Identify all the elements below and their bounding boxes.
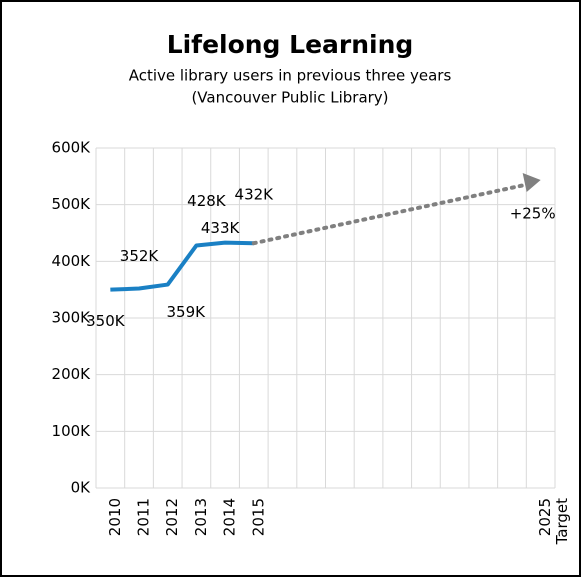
data-label: 432K [235, 186, 275, 204]
chart-subtitle: Active library users in previous three y… [129, 67, 452, 85]
y-tick-label: 300K [52, 309, 92, 327]
x-tick-label: 2013 [192, 498, 210, 536]
x-tick-label: Target [553, 498, 571, 546]
x-tick-label: 2012 [163, 498, 181, 536]
x-tick-label: 2010 [106, 498, 124, 536]
target-line [251, 183, 527, 246]
x-tick-label: 2025 [536, 498, 554, 536]
chart-subtitle: (Vancouver Public Library) [191, 89, 388, 107]
target-arrow [522, 173, 541, 192]
data-label: 428K [187, 192, 227, 210]
y-tick-label: 500K [52, 195, 92, 213]
data-label: 352K [120, 247, 160, 265]
data-label: 433K [201, 219, 241, 237]
data-label: 359K [166, 303, 206, 321]
y-tick-label: 600K [52, 139, 92, 157]
x-tick-label: 2015 [249, 498, 267, 536]
y-tick-label: 400K [52, 252, 92, 270]
data-line [110, 240, 254, 292]
chart-title: Lifelong Learning [167, 30, 414, 59]
y-tick-label: 0K [71, 479, 92, 497]
target-label: +25% [510, 205, 556, 223]
data-label: 350K [86, 312, 126, 330]
x-tick-label: 2011 [135, 498, 153, 536]
x-tick-label: 2014 [221, 498, 239, 536]
y-tick-label: 200K [52, 365, 92, 383]
y-tick-label: 100K [52, 422, 92, 440]
